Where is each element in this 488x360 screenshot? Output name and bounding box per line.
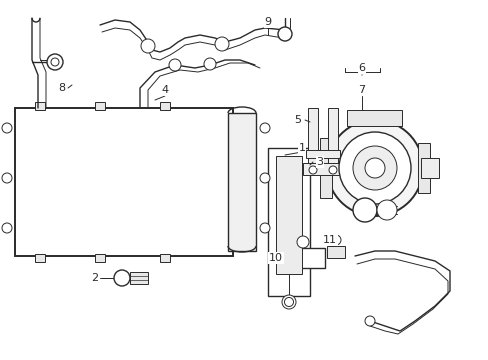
Text: 4: 4	[161, 85, 168, 95]
Bar	[319, 138, 331, 198]
Bar	[303, 163, 342, 175]
Bar	[327, 108, 337, 163]
Text: 1: 1	[298, 143, 305, 153]
Bar	[305, 150, 339, 158]
Circle shape	[215, 37, 228, 51]
Bar	[227, 113, 256, 251]
Text: 5: 5	[294, 115, 301, 125]
Circle shape	[330, 235, 340, 245]
Text: 3: 3	[316, 157, 323, 167]
Bar	[35, 102, 45, 110]
Circle shape	[326, 120, 422, 216]
Circle shape	[51, 58, 59, 66]
Bar	[15, 108, 232, 256]
Circle shape	[2, 123, 12, 133]
Circle shape	[169, 59, 181, 71]
Text: 3: 3	[316, 157, 323, 167]
Bar	[417, 143, 429, 193]
Text: 8: 8	[59, 83, 65, 93]
Circle shape	[352, 198, 376, 222]
Bar	[35, 254, 45, 262]
Circle shape	[308, 166, 316, 174]
Bar	[275, 156, 302, 274]
Bar	[160, 254, 170, 262]
Bar	[15, 108, 232, 256]
Bar	[294, 248, 325, 268]
Bar	[160, 102, 170, 110]
Text: 11: 11	[323, 235, 336, 245]
Circle shape	[2, 173, 12, 183]
Circle shape	[376, 200, 396, 220]
Bar	[420, 158, 438, 178]
Text: 10: 10	[268, 253, 283, 263]
Bar	[95, 102, 105, 110]
Circle shape	[141, 39, 155, 53]
Text: 7: 7	[358, 85, 365, 95]
Bar	[326, 246, 345, 258]
Text: 6: 6	[358, 63, 365, 73]
Bar	[346, 110, 401, 126]
Circle shape	[260, 123, 269, 133]
Circle shape	[2, 223, 12, 233]
Circle shape	[203, 58, 216, 70]
Circle shape	[278, 27, 291, 41]
Circle shape	[47, 54, 63, 70]
Bar	[95, 254, 105, 262]
Text: 2: 2	[91, 273, 99, 283]
Circle shape	[352, 146, 396, 190]
Circle shape	[338, 132, 410, 204]
Bar	[307, 108, 317, 163]
Circle shape	[296, 236, 308, 248]
Bar	[130, 272, 148, 284]
Circle shape	[364, 158, 384, 178]
Circle shape	[282, 295, 295, 309]
Circle shape	[364, 316, 374, 326]
Text: 9: 9	[264, 17, 271, 27]
Bar	[267, 148, 309, 296]
Circle shape	[260, 173, 269, 183]
Circle shape	[260, 223, 269, 233]
Circle shape	[114, 270, 130, 286]
Circle shape	[328, 166, 336, 174]
